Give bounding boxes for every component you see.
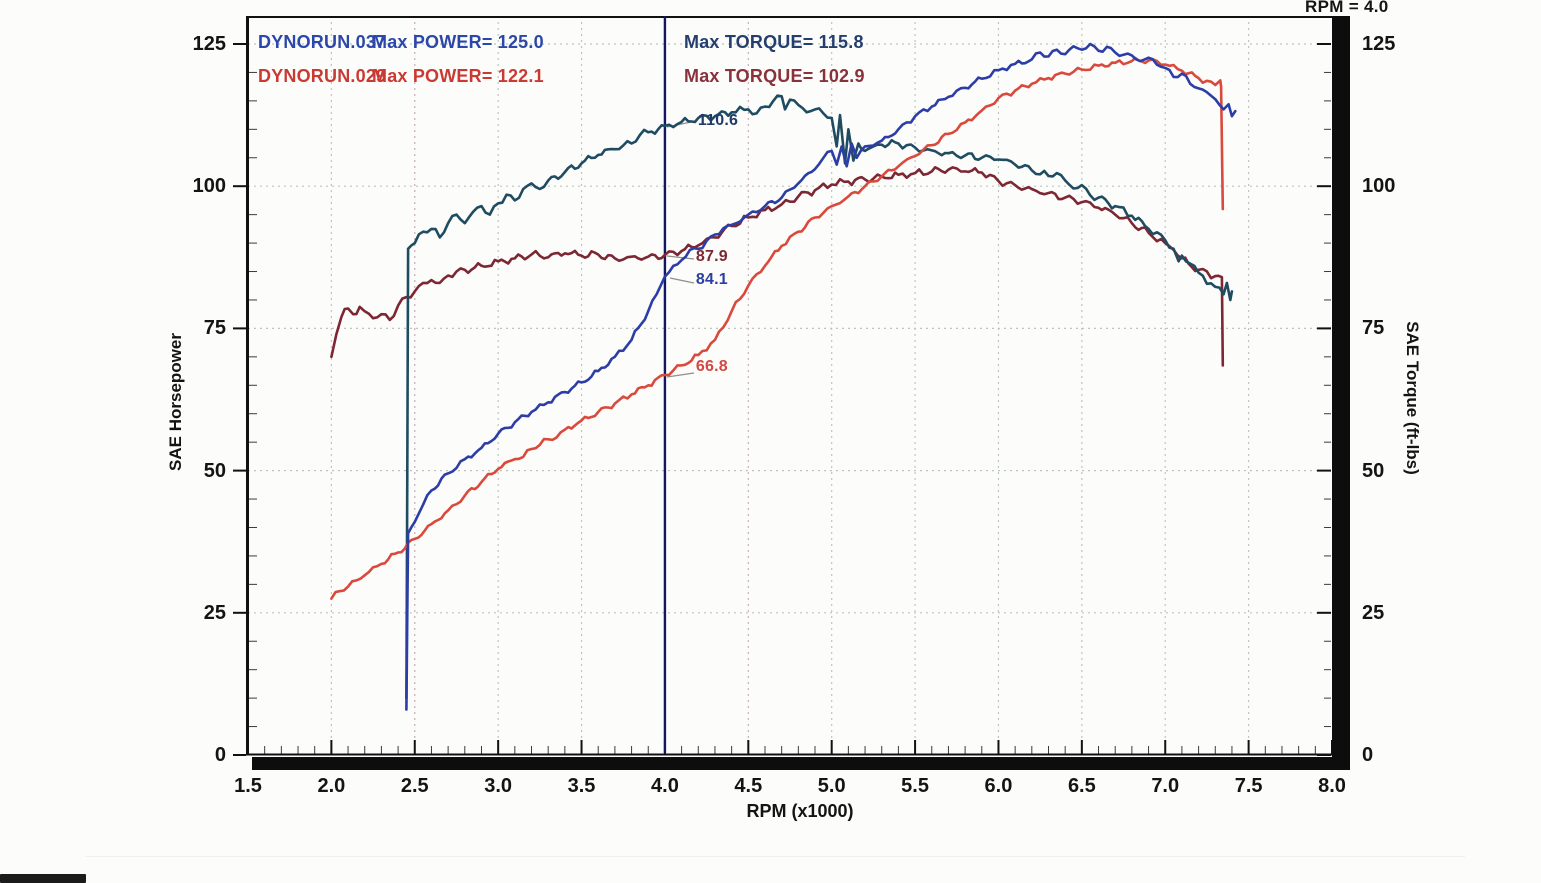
y-axis-tick-label-right: 0 bbox=[1362, 744, 1374, 766]
y-axis-tick-label-right: 100 bbox=[1362, 175, 1396, 198]
scan-artifact-line bbox=[85, 856, 1465, 857]
y-axis-tick-label-right: 125 bbox=[1362, 33, 1396, 55]
x-axis-tick-label: 6.0 bbox=[984, 775, 1013, 797]
x-axis-tick-label: 8.0 bbox=[1318, 775, 1346, 797]
y-axis-tick-label-right: 25 bbox=[1362, 601, 1385, 624]
left-axis-title: SAE Horsepower bbox=[166, 333, 185, 471]
cursor-value-annotation: 110.6 bbox=[697, 111, 739, 129]
y-axis-tick-label-right: 50 bbox=[1362, 459, 1385, 482]
x-axis-tick-label: 1.5 bbox=[234, 775, 262, 797]
cursor-value-annotation: 84.1 bbox=[695, 270, 728, 288]
x-axis-tick-label: 6.5 bbox=[1067, 775, 1096, 797]
cursor-value-annotation: 66.8 bbox=[695, 358, 728, 376]
curve-power_029 bbox=[330, 56, 1225, 600]
y-axis-tick-label-left: 50 bbox=[203, 459, 226, 482]
top-border bbox=[246, 16, 1332, 18]
x-axis-tick-label: 4.5 bbox=[734, 775, 763, 797]
legend-run1-max-torque: Max TORQUE= 115.8 bbox=[684, 32, 864, 52]
y-axis-tick-label-left: 125 bbox=[192, 33, 226, 55]
scan-artifact-bar bbox=[0, 874, 86, 883]
annotation-leader-line bbox=[669, 277, 695, 284]
curve-torque_029 bbox=[330, 166, 1225, 367]
x-axis-tick-label: 7.5 bbox=[1234, 775, 1263, 797]
legend-run1-file: DYNORUN.037 bbox=[258, 32, 387, 52]
bottom-axis-title: RPM (x1000) bbox=[746, 801, 854, 821]
y-axis-tick-label-left: 75 bbox=[203, 317, 226, 340]
curve-power_037 bbox=[405, 42, 1237, 711]
x-axis-tick-label: 3.5 bbox=[567, 775, 596, 797]
legend-run1-max-power: Max POWER= 125.0 bbox=[372, 32, 544, 52]
annotation-leader-line bbox=[666, 372, 695, 378]
right-axis-heavy-bar bbox=[1332, 16, 1350, 770]
right-axis-title: SAE Torque (ft-lbs) bbox=[1403, 321, 1422, 475]
legend-run2-max-torque: Max TORQUE= 102.9 bbox=[684, 66, 865, 86]
x-axis-tick-label: 5.5 bbox=[901, 775, 929, 797]
x-axis-tick-label: 5.0 bbox=[817, 775, 846, 797]
bottom-border bbox=[246, 753, 1332, 756]
cursor-rpm-readout: RPM = 4.0 bbox=[1305, 0, 1389, 16]
x-axis-tick-label: 7.0 bbox=[1151, 775, 1180, 797]
annotation-leader-line bbox=[666, 255, 695, 260]
x-axis-tick-label: 2.5 bbox=[400, 775, 429, 797]
x-axis-tick-label: 2.0 bbox=[317, 775, 346, 797]
bottom-axis-heavy-bar bbox=[252, 757, 1350, 770]
x-axis-tick-label: 4.0 bbox=[651, 775, 679, 797]
curve-torque_037 bbox=[405, 94, 1234, 700]
y-axis-tick-label-left: 25 bbox=[203, 601, 226, 624]
legend-run2-max-power: Max POWER= 122.1 bbox=[372, 66, 544, 86]
legend-run2-file: DYNORUN.029 bbox=[258, 66, 387, 86]
cursor-value-annotation: 87.9 bbox=[695, 248, 728, 266]
y-axis-tick-label-right: 75 bbox=[1362, 317, 1385, 340]
left-axis-spine bbox=[246, 16, 249, 755]
y-axis-tick-label-left: 100 bbox=[192, 175, 226, 198]
y-axis-tick-label-left: 0 bbox=[214, 744, 226, 766]
x-axis-tick-label: 3.0 bbox=[484, 775, 513, 797]
